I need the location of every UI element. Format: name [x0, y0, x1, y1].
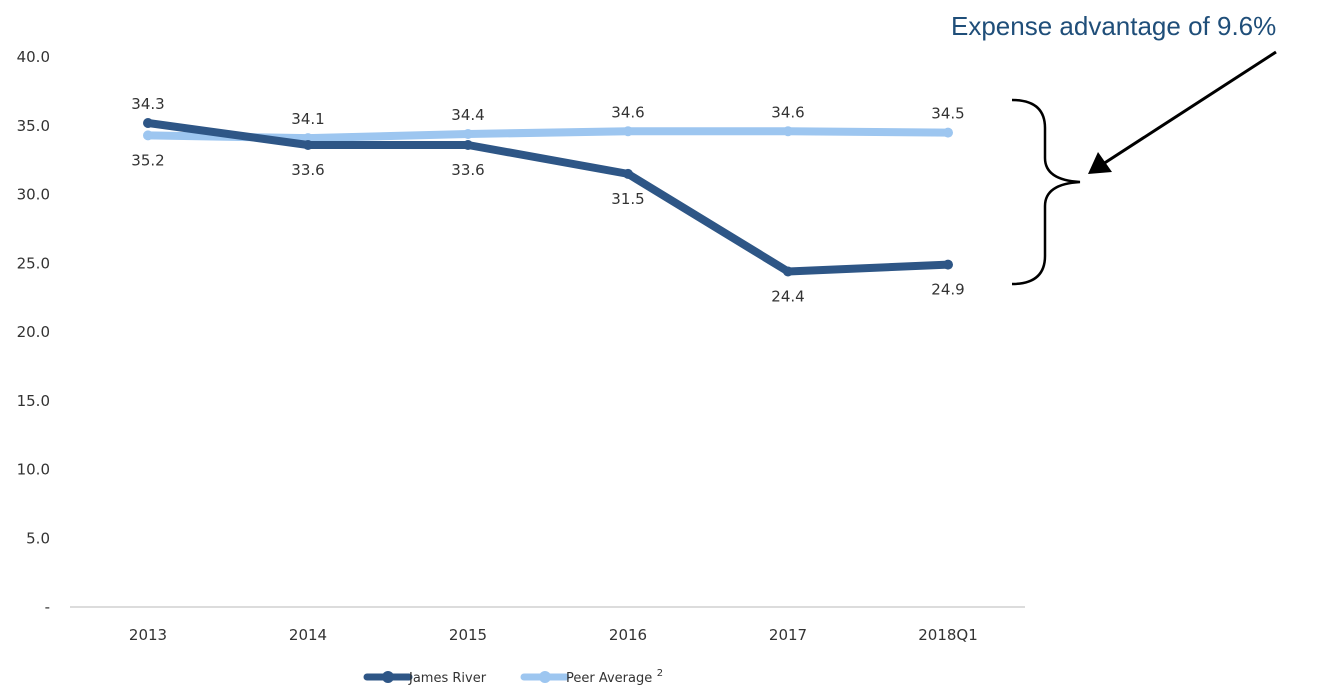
arrow-icon	[1102, 50, 1277, 166]
x-tick-label: 2013	[129, 626, 167, 644]
y-tick-label: 30.0	[17, 186, 50, 204]
data-label: 34.1	[291, 110, 324, 128]
x-tick-label: 2017	[769, 626, 807, 644]
data-label: 35.2	[131, 151, 164, 169]
data-label: 33.6	[451, 161, 484, 179]
data-point	[623, 126, 633, 137]
y-tick-label: 20.0	[17, 323, 50, 341]
data-label: 34.6	[611, 103, 644, 121]
data-point	[943, 127, 953, 138]
data-label: 34.4	[451, 106, 484, 124]
data-point	[463, 140, 473, 150]
annotation: Expense advantage of 9.6%	[951, 11, 1277, 286]
y-axis: - 5.0 10.0 15.0 20.0 25.0 30.0 35.0 40.0	[17, 48, 50, 616]
y-tick-label: 10.0	[17, 461, 50, 479]
series-layer	[143, 118, 953, 277]
y-tick-label: -	[45, 598, 50, 616]
x-tick-label: 2018Q1	[918, 626, 978, 644]
data-point	[783, 126, 793, 137]
x-tick-label: 2014	[289, 626, 327, 644]
data-point	[303, 140, 313, 150]
data-point	[783, 266, 793, 277]
y-tick-label: 35.0	[17, 117, 50, 135]
y-tick-label: 15.0	[17, 392, 50, 410]
data-point	[143, 130, 153, 141]
annotation-text: Expense advantage of 9.6%	[951, 11, 1276, 41]
data-label: 31.5	[611, 190, 644, 208]
y-tick-label: 5.0	[26, 529, 50, 547]
x-tick-label: 2015	[449, 626, 487, 644]
legend-superscript: 2	[657, 668, 663, 679]
legend-label: Peer Average	[566, 671, 652, 686]
legend-label: James River	[408, 671, 487, 686]
x-axis: 2013 2014 2015 2016 2017 2018Q1	[70, 606, 1025, 644]
data-label: 34.6	[771, 103, 804, 121]
legend-marker	[382, 671, 394, 683]
series-line-0	[144, 119, 952, 276]
legend-marker	[539, 671, 551, 683]
x-tick-label: 2016	[609, 626, 647, 644]
data-label: 24.4	[771, 288, 804, 306]
brace-icon	[1011, 98, 1081, 286]
arrowhead-icon	[1088, 152, 1112, 174]
data-labels: 34.3 35.2 34.1 33.6 34.4 33.6 34.6 31.5 34.6 24.4…	[131, 95, 964, 306]
y-tick-label: 25.0	[17, 254, 50, 272]
data-label: 24.9	[931, 281, 964, 299]
legend: James River Peer Average 2	[363, 668, 663, 686]
data-point	[943, 259, 953, 270]
data-point	[463, 129, 473, 139]
y-tick-label: 40.0	[17, 48, 50, 66]
data-point	[143, 118, 153, 128]
data-label: 34.5	[931, 105, 964, 123]
data-label: 34.3	[131, 95, 164, 113]
data-label: 33.6	[291, 161, 324, 179]
data-point	[623, 168, 633, 179]
